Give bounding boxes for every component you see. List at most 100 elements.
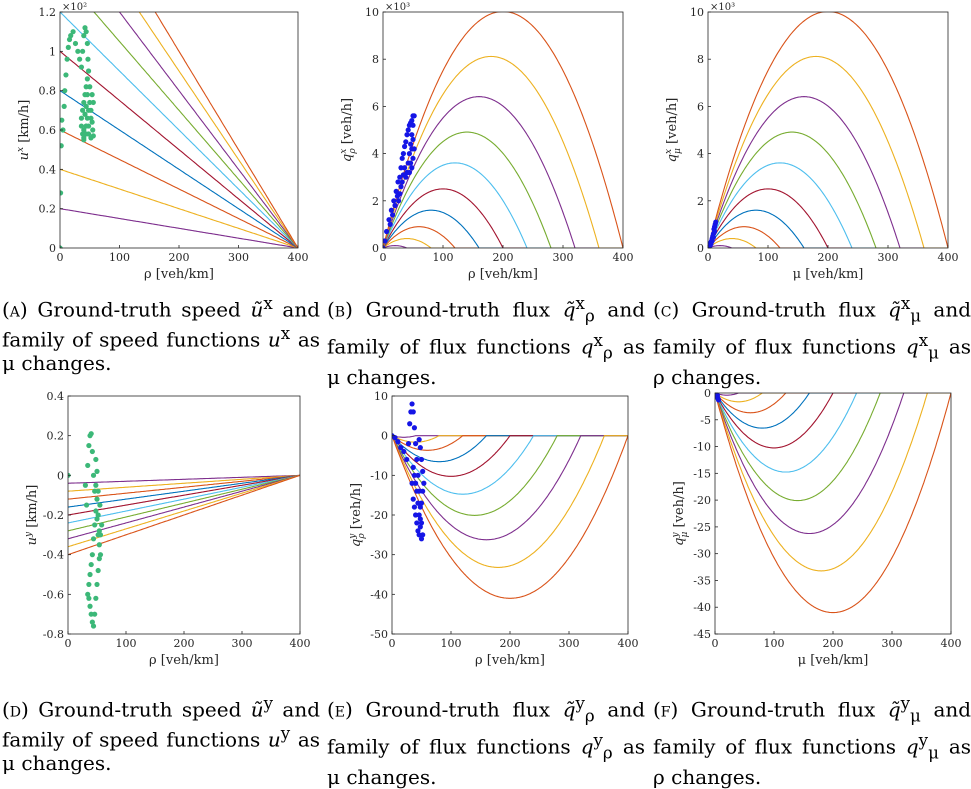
family-curve (60, 12, 298, 248)
data-point (404, 132, 410, 138)
family-curve (708, 209, 948, 248)
data-point (411, 146, 417, 152)
caption-sub3: μ (928, 343, 939, 363)
caption-var3: q (905, 734, 919, 759)
family-curve (708, 237, 948, 248)
data-point (421, 480, 427, 486)
family-curve (392, 435, 628, 477)
y-tick-label: 4 (372, 148, 379, 161)
plot-area (708, 12, 948, 248)
data-point (93, 456, 99, 463)
data-point (417, 524, 423, 530)
y-tick-label: 0 (381, 430, 388, 443)
data-point (409, 117, 415, 124)
chart-panel-d: 0 100 200 300 400 -0.8 -0.6 -0.4 -0.2 0 0.2 0.4 ρ [v… (24, 390, 311, 668)
caption-c: (c) Ground-truth flux q̃xμ and family of… (653, 292, 971, 389)
family-curve (60, 90, 298, 248)
data-point (86, 442, 92, 449)
data-point (712, 228, 718, 235)
family-curve (383, 226, 623, 248)
data-point (92, 611, 98, 617)
y-tick-label: 0 (372, 242, 379, 255)
x-tick-label: 0 (65, 637, 72, 650)
data-point (406, 169, 412, 176)
chart-panel-b: 0 100 200 300 400 0 2 4 6 8 10 ×10³ ρ [veh/km] qxρ [v… (339, 2, 634, 282)
data-point (96, 542, 102, 548)
data-point (396, 198, 402, 204)
family-curve (383, 162, 623, 248)
family-curve (154, 12, 298, 248)
data-point (99, 522, 105, 528)
data-point (78, 123, 85, 129)
data-point (84, 76, 90, 82)
caption-tail: as μ changes. (2, 327, 321, 376)
data-point (415, 528, 421, 534)
x-tick-label: 400 (618, 637, 639, 650)
data-point (411, 425, 418, 431)
y-tick-label: 8 (697, 53, 704, 66)
family-curve (68, 474, 300, 492)
data-point (416, 532, 422, 538)
caption-var3: u (267, 727, 281, 752)
caption-sup3: x (918, 330, 929, 350)
family-curve (708, 188, 948, 248)
data-point (414, 520, 420, 526)
family-curve (383, 55, 623, 248)
caption-sup: x (900, 294, 911, 313)
caption-var3: q (905, 334, 919, 359)
caption-line2: and family of flux functions (327, 297, 646, 359)
data-point (409, 132, 415, 138)
family-curve (715, 393, 951, 473)
caption-title: Ground-truth flux (365, 297, 551, 322)
x-tick-label: 400 (613, 251, 634, 264)
y-tick-label: -10 (693, 441, 711, 454)
data-point (416, 437, 422, 443)
data-point (95, 488, 101, 494)
data-point (418, 500, 425, 506)
data-point (89, 448, 95, 455)
caption-tail: as ρ changes. (653, 334, 971, 390)
x-tick-label: 100 (764, 637, 785, 650)
x-tick-label: 300 (232, 637, 253, 650)
data-point (83, 29, 89, 35)
caption-sup3: y (280, 723, 291, 743)
data-point (399, 155, 405, 161)
x-axis-label: ρ [veh/km] (149, 653, 219, 668)
x-tick-label: 200 (493, 251, 514, 264)
family-curve (392, 435, 628, 568)
data-point (414, 456, 420, 463)
data-point (90, 472, 97, 478)
data-point (88, 431, 94, 437)
data-point (72, 40, 79, 47)
data-point (90, 623, 97, 629)
data-point (89, 92, 95, 98)
caption-sub3: ρ (602, 343, 613, 363)
caption-var: q̃ (888, 297, 901, 322)
data-point (398, 165, 404, 171)
data-point (410, 496, 416, 502)
data-point (85, 591, 91, 597)
data-point (418, 536, 425, 542)
data-point (383, 238, 388, 244)
family-curve (392, 435, 628, 495)
data-point (87, 84, 93, 90)
caption-sup: y (263, 694, 274, 713)
caption-sub3: ρ (602, 743, 613, 763)
data-point (95, 512, 101, 518)
data-point (65, 44, 71, 51)
caption-title: Ground-truth flux (365, 697, 550, 722)
data-point (417, 504, 423, 510)
data-point (60, 143, 64, 149)
data-point (80, 48, 86, 54)
data-point (715, 397, 722, 403)
chart-panel-f: 0 100 200 300 400 -45 -40 -35 -30 -25 -20 -15 -10 -5 0… (671, 387, 962, 668)
caption-sup: y (900, 694, 911, 713)
data-point (97, 552, 104, 558)
data-point (708, 243, 713, 248)
y-tick-label: -0.4 (43, 549, 64, 562)
data-point (411, 472, 418, 478)
family-curve (68, 474, 300, 532)
x-tick-label: 100 (441, 637, 462, 650)
data-point (398, 184, 404, 190)
x-tick-label: 300 (228, 251, 249, 264)
